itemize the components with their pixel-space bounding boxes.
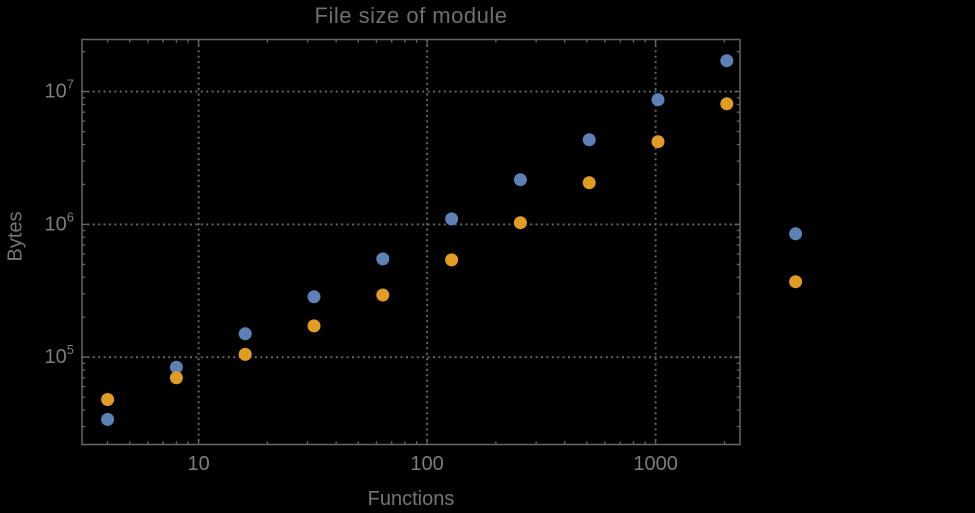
data-point-orange-series: [101, 393, 115, 406]
data-point-blue-series: [307, 290, 321, 304]
x-tick-label: 1000: [633, 453, 678, 475]
data-point-blue-series: [169, 360, 183, 374]
y-axis-label: Bytes: [4, 211, 27, 262]
data-point-blue-series: [238, 327, 252, 341]
y-tick-label: 107: [45, 77, 74, 103]
plot-frame: [81, 38, 741, 446]
data-point-blue-series: [582, 133, 596, 147]
data-point-orange-series: [513, 216, 527, 230]
data-point-orange-series: [376, 288, 390, 302]
plot-title: File size of module: [314, 3, 508, 28]
right-marker: [789, 275, 803, 289]
x-axis-label: Functions: [367, 488, 455, 510]
data-point-orange-series: [582, 176, 596, 190]
data-point-orange-series: [445, 253, 459, 267]
data-point-blue-series: [720, 54, 734, 68]
y-tick-label: 106: [45, 209, 74, 235]
data-point-orange-series: [169, 371, 183, 385]
right-marker: [789, 227, 803, 241]
data-point-orange-series: [651, 135, 665, 149]
x-tick-label: 10: [187, 453, 209, 475]
data-point-blue-series: [445, 212, 459, 226]
data-point-orange-series: [238, 347, 252, 361]
data-point-blue-series: [651, 93, 665, 107]
data-point-orange-series: [720, 97, 734, 111]
data-point-orange-series: [307, 319, 321, 333]
x-tick-label: 100: [410, 453, 443, 475]
data-point-blue-series: [376, 252, 390, 266]
data-point-blue-series: [513, 173, 527, 187]
data-point-blue-series: [101, 412, 115, 426]
y-tick-label: 105: [45, 342, 74, 368]
